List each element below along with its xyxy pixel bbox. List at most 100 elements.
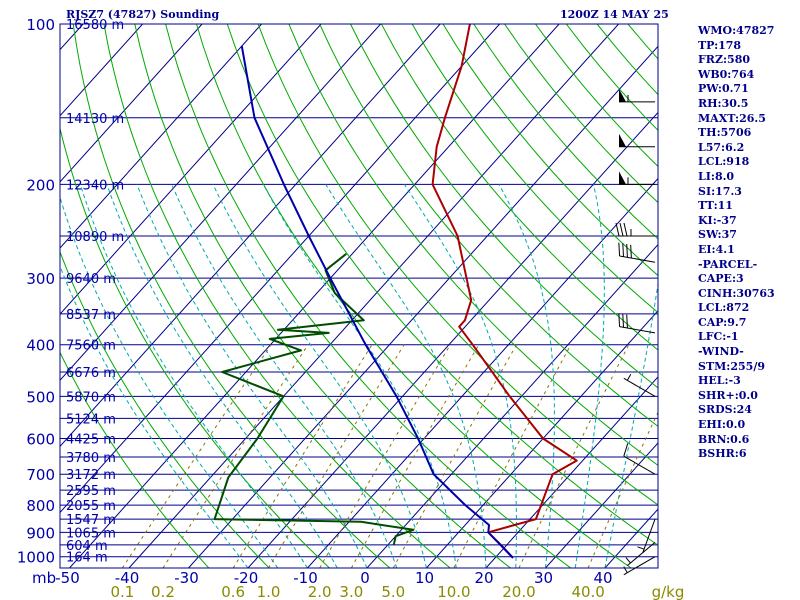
moist-adiabat xyxy=(403,184,517,568)
moist-adiabat xyxy=(106,184,338,568)
isotherm-line xyxy=(545,442,658,568)
temperature-tick-label: -20 xyxy=(234,569,259,587)
index-item: FRZ:580 xyxy=(698,53,751,67)
dry-adiabat xyxy=(134,24,511,568)
mixing-ratio-label: 3.0 xyxy=(339,583,363,600)
pressure-tick-label: 100 xyxy=(26,16,55,34)
height-label: 3780 m xyxy=(66,451,116,466)
wind-barb xyxy=(637,518,656,554)
moist-adiabat xyxy=(262,184,457,568)
isotherm-line xyxy=(60,24,441,448)
isotherm-line xyxy=(60,24,143,117)
mixing-ratio-label: 0.1 xyxy=(110,583,134,600)
moist-adiabat xyxy=(79,184,308,568)
wind-barb-full xyxy=(630,244,632,259)
index-item: SW:37 xyxy=(698,228,737,242)
wind-barb-full xyxy=(623,443,629,457)
dry-adiabat xyxy=(103,24,451,568)
height-label: 4425 m xyxy=(66,433,116,448)
sounding-time: 1200Z 14 MAY 25 xyxy=(560,8,669,21)
index-item: LCL:872 xyxy=(698,301,750,315)
isotherm-line xyxy=(188,45,658,568)
wind-barb-full xyxy=(626,314,628,329)
height-label: 1547 m xyxy=(66,513,116,528)
index-item: PW:0.71 xyxy=(698,82,749,96)
temperature-tick-label: 20 xyxy=(474,569,493,587)
temperature-tick-label: -40 xyxy=(115,569,140,587)
moist-adiabat xyxy=(498,184,555,568)
index-item: -WIND- xyxy=(698,345,744,359)
index-item: MAXT:26.5 xyxy=(698,111,766,125)
sounding-indices: WMO:47827 TP:178 FRZ:580 WB0:764 PW:0.71 RH:3… xyxy=(698,24,775,462)
wind-barb-full xyxy=(618,242,621,256)
pressure-tick-label: 200 xyxy=(26,176,55,194)
wind-barb-full xyxy=(622,243,624,257)
pressure-tick-label: 600 xyxy=(26,431,55,449)
height-label: 9640 m xyxy=(66,272,116,287)
moist-adiabat xyxy=(212,184,427,568)
wind-barb-half xyxy=(623,566,628,573)
wind-barb-flag xyxy=(619,133,626,147)
mixing-ratio-label: 0.2 xyxy=(151,583,175,600)
mixing-ratio-label: 2.0 xyxy=(308,583,332,600)
height-label: 5124 m xyxy=(66,412,116,427)
isotherm-line xyxy=(69,24,560,568)
height-label: 12340 m xyxy=(66,178,124,193)
index-item: TH:5706 xyxy=(698,126,752,140)
height-label: 2595 m xyxy=(66,484,116,499)
height-label: 1065 m xyxy=(66,526,116,541)
index-item: KI:-37 xyxy=(698,213,737,227)
mixing-ratio-label: 0.6 xyxy=(221,583,245,600)
wind-barb-staff xyxy=(623,455,656,475)
station-title: RJSZ7 (47827) Sounding xyxy=(66,8,220,21)
height-label: 2055 m xyxy=(66,499,116,514)
height-label: 16580 m xyxy=(66,18,124,33)
dry-adiabat xyxy=(411,24,658,314)
wind-barb xyxy=(618,242,656,263)
moist-adiabat xyxy=(171,184,398,568)
temperature-tick-label: 30 xyxy=(534,569,553,587)
isotherm-line xyxy=(485,376,658,568)
wind-barb-full xyxy=(619,222,624,237)
dry-adiabat xyxy=(257,24,658,506)
dry-adiabat xyxy=(319,24,658,427)
isotherm-line xyxy=(426,310,658,568)
mixing-ratio-line xyxy=(350,344,480,568)
wind-barb xyxy=(623,443,656,475)
index-item: CINH:30763 xyxy=(698,286,775,300)
isotherm-line xyxy=(366,243,658,568)
mixing-ratio-line xyxy=(268,344,405,568)
index-item: TP:178 xyxy=(698,38,742,52)
moist-adiabat xyxy=(325,184,487,568)
pressure-tick-label: 300 xyxy=(26,270,55,288)
wind-barb xyxy=(615,222,655,237)
temperature-tick-label: -10 xyxy=(293,569,318,587)
index-item: BRN:0.6 xyxy=(698,432,750,446)
index-item: HEL:-3 xyxy=(698,374,741,388)
index-item: SRDS:24 xyxy=(698,403,752,417)
y-axis-label: mb xyxy=(32,569,56,587)
index-item: SI:17.3 xyxy=(698,184,742,198)
dewpoint-trace xyxy=(213,253,415,546)
isotherm-line xyxy=(60,24,262,249)
mixing-ratio-line xyxy=(232,344,373,568)
isotherm-line xyxy=(247,111,658,568)
wind-barb-staff xyxy=(619,255,656,263)
mixing-ratio-line xyxy=(162,344,309,568)
isotherm-line xyxy=(60,24,322,315)
mixing-ratio-line xyxy=(453,344,572,568)
index-item: -PARCEL- xyxy=(698,257,758,271)
wind-barb xyxy=(618,313,656,334)
dry-adiabat xyxy=(72,24,391,568)
dry-adiabat xyxy=(196,24,632,568)
mixing-ratio-label: 20.0 xyxy=(502,583,535,600)
dry-adiabat xyxy=(350,24,658,389)
chart-series xyxy=(213,24,578,559)
isotherm-line xyxy=(128,24,619,568)
index-item: LI:8.0 xyxy=(698,169,735,183)
mixing-ratio-line xyxy=(587,411,658,568)
height-label: 10890 m xyxy=(66,230,124,245)
moist-adiabat xyxy=(604,280,658,568)
wind-barb xyxy=(619,171,655,185)
